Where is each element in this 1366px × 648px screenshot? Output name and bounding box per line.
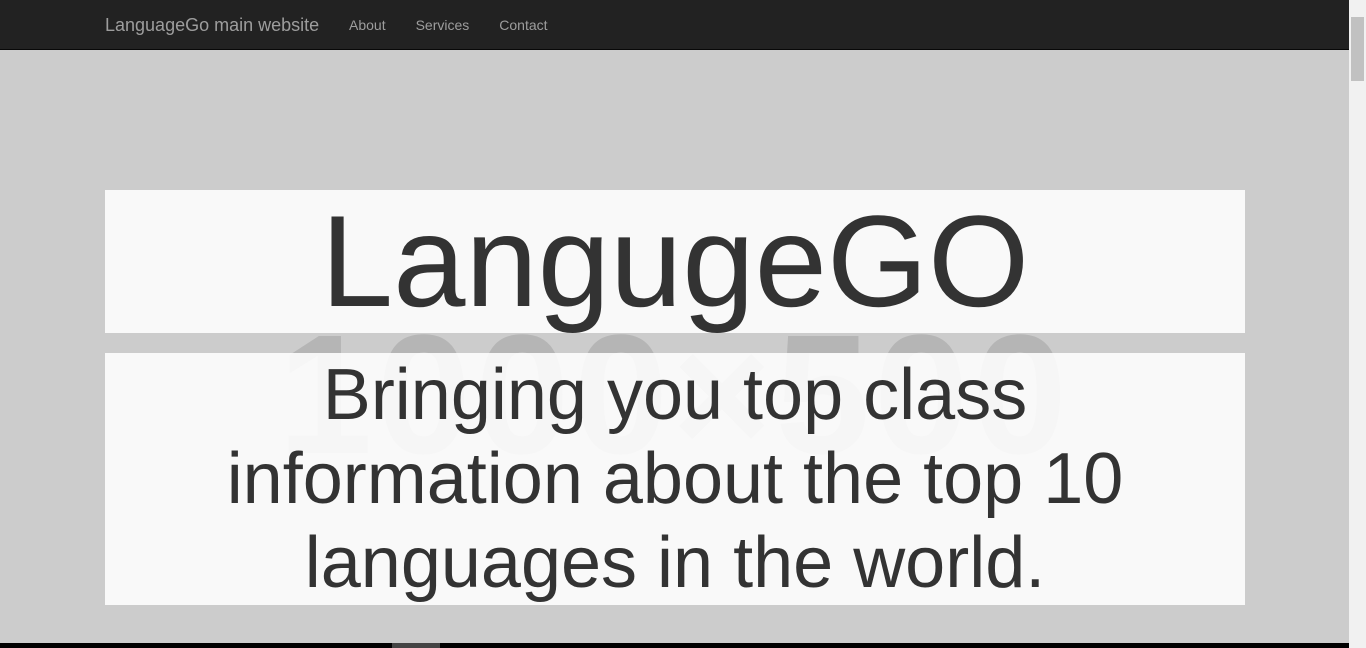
subtitle-box: Bringing you top class information about… bbox=[105, 353, 1245, 605]
brand-link[interactable]: LanguageGo main website bbox=[105, 15, 320, 35]
hero-subtitle: Bringing you top class information about… bbox=[226, 355, 1124, 603]
title-box: LangugeGO bbox=[105, 190, 1245, 333]
nav-links: About Services Contact bbox=[349, 16, 578, 34]
navbar: LanguageGo main website About Services C… bbox=[0, 0, 1349, 50]
bottom-bar bbox=[0, 643, 1349, 648]
hero-title: LangugeGO bbox=[320, 188, 1030, 334]
nav-link[interactable]: Contact bbox=[499, 17, 548, 33]
nav-link[interactable]: About bbox=[349, 17, 386, 33]
scrollbar-thumb[interactable] bbox=[1351, 17, 1364, 81]
bottom-indicator bbox=[392, 643, 440, 648]
nav-link[interactable]: Services bbox=[415, 17, 470, 33]
scrollbar[interactable] bbox=[1349, 0, 1366, 648]
